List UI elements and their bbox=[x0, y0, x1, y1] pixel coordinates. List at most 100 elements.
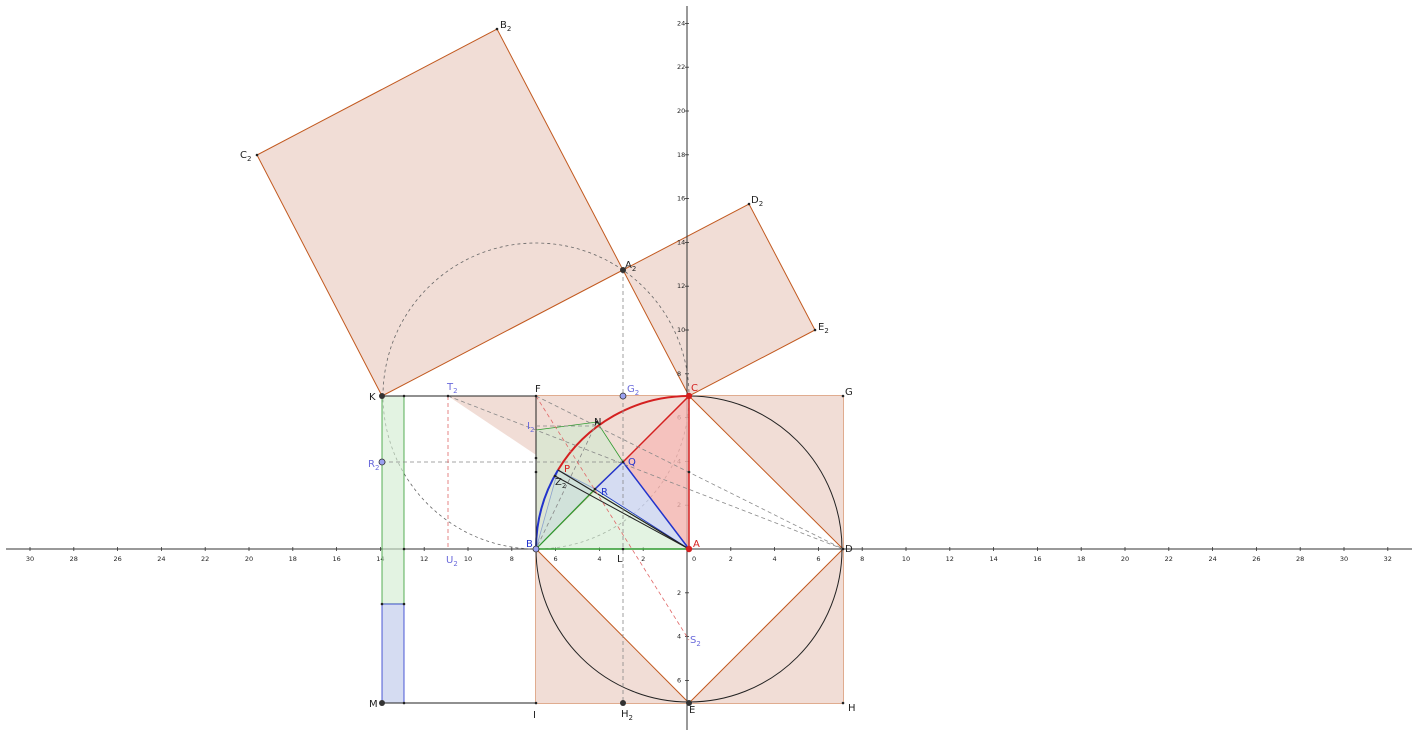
x-tick-label: 20 bbox=[245, 555, 253, 563]
point-labels: B2 C2 D2 E2 A2 K T2 F G2 C G I2 N R2 Q P… bbox=[240, 20, 856, 722]
label-p: P bbox=[564, 464, 570, 475]
line-z-a bbox=[554, 475, 690, 550]
x-axis-ticks: 30 28 26 24 22 20 18 16 14 12 10 8 6 4 2 2 4 6 8 10 12 14 16 18… bbox=[26, 547, 1392, 563]
point-c[interactable] bbox=[685, 392, 693, 400]
x-tick-label: 18 bbox=[289, 555, 297, 563]
y-tick-label: 12 bbox=[677, 282, 685, 290]
x-tick-label: 8 bbox=[860, 555, 864, 563]
y-tick-label: 14 bbox=[677, 238, 685, 246]
line-cq bbox=[622, 395, 690, 463]
point-h2[interactable] bbox=[620, 700, 626, 706]
label-b2: B2 bbox=[500, 20, 511, 33]
x-tick-label: 12 bbox=[420, 555, 428, 563]
label-a: A bbox=[693, 539, 700, 550]
label-b: B bbox=[526, 539, 533, 550]
x-tick-label: 18 bbox=[1077, 555, 1085, 563]
label-z2: Z2 bbox=[555, 477, 566, 490]
line-qa bbox=[622, 461, 690, 550]
label-i: I bbox=[533, 710, 536, 721]
label-f: F bbox=[535, 384, 541, 395]
y-tick-label: 20 bbox=[677, 107, 685, 115]
x-tick-label: 14 bbox=[376, 555, 384, 563]
dash-f-s2 bbox=[535, 395, 690, 641]
x-tick-label: 6 bbox=[554, 555, 558, 563]
label-d2: D2 bbox=[751, 195, 763, 208]
y-tick-label: 24 bbox=[677, 19, 685, 27]
x-tick-label: 30 bbox=[26, 555, 34, 563]
dash-n-b bbox=[535, 421, 598, 550]
x-tick-label: 30 bbox=[1340, 555, 1348, 563]
big-square-c2 bbox=[256, 28, 624, 397]
label-c: C bbox=[691, 383, 698, 394]
label-q: Q bbox=[628, 457, 636, 468]
label-k: K bbox=[369, 392, 376, 403]
x-tick-label: 28 bbox=[1296, 555, 1304, 563]
x-tick-label: 4 bbox=[773, 555, 777, 563]
y-tick-label: 18 bbox=[677, 151, 685, 159]
point-a[interactable] bbox=[685, 545, 693, 553]
x-tick-label: 2 bbox=[641, 555, 645, 563]
y-tick-label: 8 bbox=[677, 370, 681, 378]
origin-label: 0 bbox=[692, 555, 696, 563]
point-a2[interactable] bbox=[620, 267, 626, 273]
label-n: N bbox=[594, 417, 601, 428]
small-square-d2 bbox=[622, 203, 816, 397]
point-r2[interactable] bbox=[378, 458, 386, 466]
dash-k-d bbox=[447, 395, 844, 550]
y-tick-label: 2 bbox=[677, 589, 681, 597]
label-m: M bbox=[369, 699, 378, 710]
line-pa bbox=[557, 469, 690, 550]
label-e2: E2 bbox=[818, 322, 829, 335]
x-tick-label: 24 bbox=[1208, 555, 1216, 563]
label-a2: A2 bbox=[625, 260, 636, 273]
x-tick-label: 4 bbox=[597, 555, 601, 563]
minor-dots bbox=[255, 27, 845, 705]
x-tick-label: 10 bbox=[464, 555, 472, 563]
x-tick-label: 24 bbox=[157, 555, 165, 563]
label-t2: T2 bbox=[446, 382, 458, 395]
label-l: L bbox=[617, 554, 623, 565]
point-m[interactable] bbox=[379, 700, 385, 706]
x-tick-label: 16 bbox=[332, 555, 340, 563]
x-tick-label: 12 bbox=[946, 555, 954, 563]
blue-strip bbox=[381, 603, 405, 704]
label-g2: G2 bbox=[627, 384, 639, 397]
y-tick-label: 10 bbox=[677, 326, 685, 334]
line-br bbox=[535, 488, 596, 550]
x-tick-label: 26 bbox=[113, 555, 121, 563]
x-tick-label: 28 bbox=[70, 555, 78, 563]
label-h: H bbox=[848, 703, 856, 714]
x-tick-label: 6 bbox=[816, 555, 820, 563]
y-tick-label: 22 bbox=[677, 63, 685, 71]
label-i2: I2 bbox=[527, 421, 534, 434]
label-s2: S2 bbox=[690, 635, 701, 648]
label-r2: R2 bbox=[368, 459, 379, 472]
label-d: D bbox=[845, 544, 853, 555]
label-u2: U2 bbox=[446, 555, 458, 568]
y-tick-label: 6 bbox=[677, 676, 681, 684]
x-tick-label: 26 bbox=[1252, 555, 1260, 563]
green-strip bbox=[381, 395, 405, 605]
x-tick-label: 22 bbox=[1165, 555, 1173, 563]
line-qr bbox=[594, 461, 624, 490]
point-g2[interactable] bbox=[619, 392, 627, 400]
label-e: E bbox=[689, 705, 695, 716]
label-g: G bbox=[845, 387, 853, 398]
label-h2: H2 bbox=[621, 709, 633, 722]
label-r: R bbox=[601, 487, 608, 498]
y-tick-label: 16 bbox=[677, 195, 685, 203]
x-tick-label: 20 bbox=[1121, 555, 1129, 563]
point-e[interactable] bbox=[686, 700, 692, 706]
x-tick-label: 22 bbox=[201, 555, 209, 563]
y-tick-label: 4 bbox=[677, 633, 681, 641]
x-tick-label: 2 bbox=[729, 555, 733, 563]
red-triangle-qac bbox=[623, 396, 689, 549]
point-b[interactable] bbox=[532, 545, 540, 553]
red-arc-pc bbox=[557, 395, 690, 471]
x-tick-label: 8 bbox=[510, 555, 514, 563]
x-tick-label: 16 bbox=[1033, 555, 1041, 563]
point-k[interactable] bbox=[379, 393, 385, 399]
label-c2: C2 bbox=[240, 150, 251, 163]
